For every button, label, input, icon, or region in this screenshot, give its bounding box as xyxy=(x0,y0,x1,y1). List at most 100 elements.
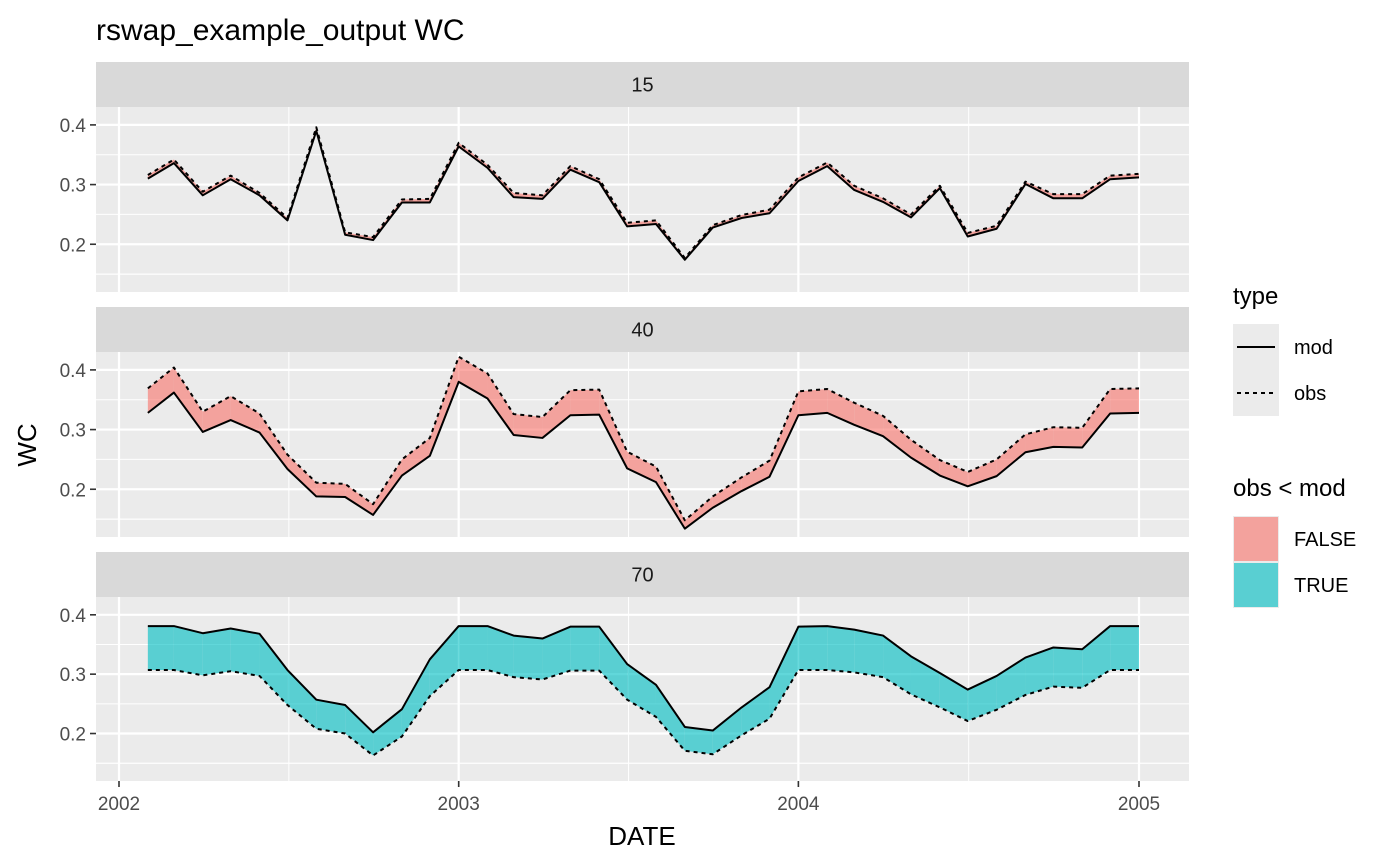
series-mod-line xyxy=(147,380,1140,530)
ribbon-true xyxy=(570,626,600,671)
ribbon-true xyxy=(202,628,231,676)
ribbon-false xyxy=(1110,388,1139,414)
y-tick-label: 0.2 xyxy=(60,480,86,501)
ribbon-false xyxy=(1053,427,1083,448)
y-tick-label: 0.2 xyxy=(60,235,86,256)
ribbon-false xyxy=(599,389,628,469)
ribbon-true xyxy=(487,626,514,678)
facet-strip-label: 40 xyxy=(631,320,653,342)
ribbon-true xyxy=(741,687,770,736)
ribbon-false xyxy=(487,373,514,435)
ribbon-false xyxy=(458,356,488,399)
ribbon-true xyxy=(798,626,828,671)
ribbon-false xyxy=(910,439,940,476)
legend-swatch-true xyxy=(1234,563,1278,607)
legend-swatch-false xyxy=(1234,517,1278,561)
ribbon-false xyxy=(1053,194,1083,199)
ribbon-false xyxy=(798,389,828,416)
y-tick-label: 0.3 xyxy=(60,176,86,197)
ribbon-false xyxy=(967,459,997,487)
ribbon-true xyxy=(230,628,260,676)
ribbon-true xyxy=(1110,626,1139,671)
ribbon-true xyxy=(939,672,968,722)
ribbon-false xyxy=(684,496,713,529)
y-tick-label: 0.4 xyxy=(60,116,87,137)
ribbon-false xyxy=(345,483,374,515)
ribbon-false xyxy=(147,367,174,413)
ribbon-false xyxy=(173,367,203,432)
legend-type-title: type xyxy=(1233,283,1278,310)
ribbon-false xyxy=(373,459,402,515)
ribbon-false xyxy=(230,396,260,433)
panel-background xyxy=(96,107,1189,292)
series-mod-line xyxy=(147,625,1139,734)
ribbon-true xyxy=(655,684,685,751)
ribbon-true xyxy=(147,626,174,671)
ribbon-false xyxy=(1082,389,1111,448)
ribbon-true xyxy=(259,633,288,706)
ribbon-false xyxy=(827,389,855,425)
ribbon-true xyxy=(712,707,742,755)
ribbon-false xyxy=(655,466,685,529)
ribbon-true xyxy=(854,629,884,678)
ribbon-true xyxy=(316,699,346,734)
legend-fill-title: obs < mod xyxy=(1233,475,1346,502)
x-tick-label: 2004 xyxy=(777,794,820,815)
legend: type mod obs obs < mod FALSE TRUE xyxy=(1233,283,1356,608)
ribbon-true xyxy=(684,726,713,755)
ribbon-true xyxy=(345,705,374,756)
legend-label-false: FALSE xyxy=(1294,529,1356,551)
ribbon-false xyxy=(259,413,288,469)
ribbon-false xyxy=(939,460,968,487)
ribbon-false xyxy=(996,434,1026,477)
ribbon-false xyxy=(570,389,600,416)
facet-panels: 15 0.2 0.3 0.4 40 0.2 0.3 0.4 70 0.2 0.3 0.4 xyxy=(60,62,1189,781)
facet-strip xyxy=(96,62,1189,107)
y-tick-label: 0.4 xyxy=(60,361,87,382)
ribbon-false xyxy=(854,402,884,437)
ribbon-true xyxy=(173,626,203,676)
chart-title: rswap_example_output WC xyxy=(96,14,465,47)
ribbon-false xyxy=(401,437,430,476)
facet-panel-15: 15 0.2 0.3 0.4 xyxy=(60,62,1189,292)
x-tick-label: 2003 xyxy=(438,794,480,815)
ribbon-true xyxy=(1082,626,1111,688)
legend-label-obs: obs xyxy=(1294,383,1326,405)
ribbon-true xyxy=(1053,647,1083,688)
ribbon-true xyxy=(769,626,799,719)
ribbon-true xyxy=(287,670,317,729)
facet-strip xyxy=(96,307,1189,352)
x-axis-title: DATE xyxy=(608,821,675,851)
series-obs-line xyxy=(147,669,1139,757)
ribbon-false xyxy=(1025,427,1054,453)
y-tick-label: 0.4 xyxy=(60,606,87,627)
ribbon-false xyxy=(883,415,911,458)
ribbon-true xyxy=(373,709,402,756)
ribbon-false xyxy=(316,482,346,498)
series-obs-line xyxy=(147,126,1140,259)
ribbon-true xyxy=(458,626,488,671)
y-axis-title: WC xyxy=(12,423,42,466)
ribbon-false xyxy=(741,460,770,492)
y-tick-label: 0.3 xyxy=(60,665,86,686)
facet-strip-label: 70 xyxy=(631,565,653,587)
series-mod-line xyxy=(147,129,1140,261)
ribbon-true xyxy=(883,635,911,695)
ribbon-true xyxy=(827,626,855,673)
ribbon-false xyxy=(627,451,656,483)
ribbon-true xyxy=(996,657,1026,710)
y-tick-label: 0.3 xyxy=(60,421,86,442)
ribbon-false xyxy=(542,390,571,438)
ribbon-true xyxy=(599,626,628,700)
legend-label-true: TRUE xyxy=(1294,575,1348,597)
ribbon-false xyxy=(769,391,799,477)
facet-panel-70: 70 0.2 0.3 0.4 xyxy=(60,552,1189,781)
ribbon-true xyxy=(401,659,430,737)
ribbon-false xyxy=(287,454,317,497)
x-tick-label: 2005 xyxy=(1118,794,1160,815)
facet-strip-label: 15 xyxy=(631,75,653,97)
ribbon-true xyxy=(1025,647,1054,695)
ribbon-true xyxy=(429,626,459,697)
ribbon-true xyxy=(542,626,571,680)
